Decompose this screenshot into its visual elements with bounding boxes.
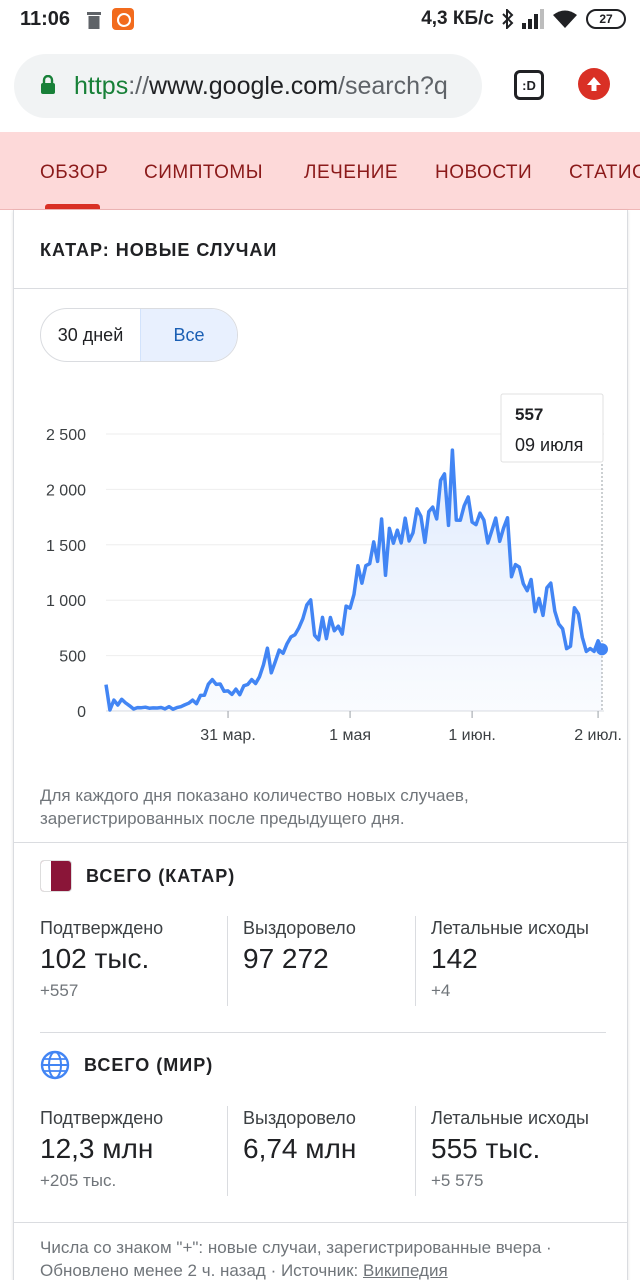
tab-news[interactable]: НОВОСТИ [435,162,533,183]
topic-tabs: ОБЗОР СИМПТОМЫ ЛЕЧЕНИЕ НОВОСТИ СТАТИСТИК… [0,132,640,210]
tab-statistics[interactable]: СТАТИСТИКА [569,162,640,183]
status-bar: 11:06 4,3 КБ/с 27 [0,0,640,40]
tooltip-value: 557 [515,405,543,424]
url-bar[interactable]: https://www.google.com/search?q [14,54,482,118]
x-tick-label: 2 июл. [574,727,622,744]
world-deaths: Летальные исходы 555 тыс. +5 575 [431,1108,589,1190]
active-tab-indicator [45,204,100,209]
trash-icon [87,12,101,29]
divider [14,842,627,843]
update-button[interactable] [578,68,610,100]
x-tick-label: 31 мар. [200,727,255,744]
y-tick-label: 1 500 [46,538,86,555]
qatar-flag-icon [40,860,72,892]
local-confirmed: Подтверждено 102 тыс. +557 [40,918,164,1000]
x-tick-label: 1 июн. [448,727,496,744]
y-tick-label: 500 [59,649,86,666]
globe-icon [40,1050,70,1080]
bluetooth-icon [502,9,514,29]
new-cases-chart[interactable]: 2 500 2 000 1 500 1 000 500 0 31 мар. 1 мая 1 и… [14,380,627,780]
local-recovered: Выздоровело 97 272 [243,918,356,974]
x-tick-label: 1 мая [329,727,371,744]
local-totals-title: ВСЕГО (КАТАР) [86,865,236,886]
y-tick-label: 0 [77,704,86,721]
battery-icon: 27 [586,9,626,29]
local-totals-header: ВСЕГО (КАТАР) [40,860,235,892]
app-notification-icon [112,8,134,30]
selected-point [596,643,608,656]
series-area [106,450,602,711]
chart-tooltip: 557 09 июля [500,393,604,463]
range-all-button[interactable]: Все [139,309,237,361]
url-text[interactable]: https://www.google.com/search?q [74,72,448,100]
world-recovered: Выздоровело 6,74 млн [243,1108,357,1164]
divider [14,1222,627,1223]
y-tick-label: 1 000 [46,593,86,610]
local-deaths: Летальные исходы 142 +4 [431,918,589,1000]
world-confirmed: Подтверждено 12,3 млн +205 тыс. [40,1108,164,1190]
tab-symptoms[interactable]: СИМПТОМЫ [144,162,264,183]
tab-treatment[interactable]: ЛЕЧЕНИЕ [304,162,399,183]
stats-card: КАТАР: НОВЫЕ СЛУЧАИ 30 дней Все 2 500 2 0… [13,210,628,1280]
y-tick-label: 2 000 [46,482,86,499]
wifi-icon [553,10,577,28]
world-totals-title: ВСЕГО (МИР) [84,1054,214,1075]
series-line [104,448,604,712]
signal-icon [522,9,544,29]
range-selector: 30 дней Все [40,308,238,362]
tab-overview[interactable]: ОБЗОР [40,162,109,183]
tooltip-date: 09 июля [515,435,583,455]
y-tick-label: 2 500 [46,427,86,444]
network-speed: 4,3 КБ/с [421,8,494,29]
status-time: 11:06 [20,8,71,30]
tab-switcher-button[interactable]: :D [514,70,544,100]
footer-note: Числа со знаком "+": новые случаи, зарег… [40,1238,552,1280]
wikipedia-source-link[interactable]: Википедия [362,1261,448,1280]
world-totals-header: ВСЕГО (МИР) [40,1050,213,1080]
arrow-up-icon [587,77,601,91]
card-title: КАТАР: НОВЫЕ СЛУЧАИ [40,240,278,260]
chart-note: Для каждого дня показано количество новы… [40,786,469,828]
divider [40,1032,606,1033]
range-30-days-button[interactable]: 30 дней [57,324,124,345]
divider [14,288,627,289]
lock-icon [41,75,55,94]
